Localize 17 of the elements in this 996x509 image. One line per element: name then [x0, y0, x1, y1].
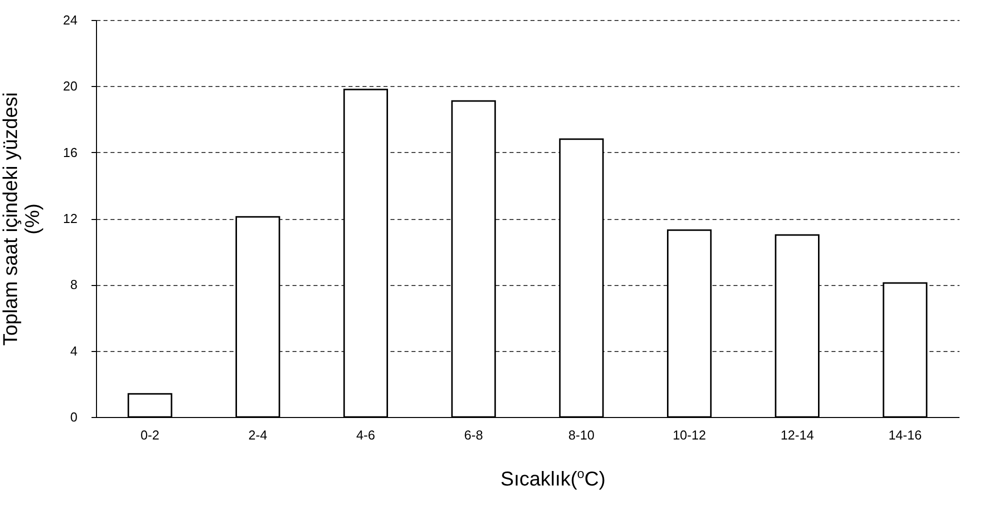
x-tick-label: 4-6: [356, 428, 376, 442]
y-tick-label: 12: [63, 211, 78, 226]
x-axis-title: Sıcaklık($^{o}$C): [500, 466, 606, 492]
y-axis-title: Toplam saat içindeki yüzdesi (%): [0, 92, 44, 346]
x-tick-label: 12-14: [780, 428, 814, 442]
y-tick-label: 4: [70, 343, 78, 358]
x-tick-label: 14-16: [888, 428, 922, 442]
x-tick-label: 2-4: [248, 428, 268, 442]
x-tick-label: 10-12: [672, 428, 706, 442]
y-tick-label: 0: [70, 410, 78, 424]
y-tick-label: 24: [63, 12, 78, 28]
y-tick-label: 8: [70, 277, 78, 292]
x-tick-label: 8-10: [568, 428, 594, 442]
x-tick-label: 6-8: [464, 428, 483, 442]
y-tick-label: 20: [63, 78, 78, 94]
y-tick-label: 16: [63, 144, 78, 160]
x-tick-label: 0-2: [140, 428, 160, 442]
